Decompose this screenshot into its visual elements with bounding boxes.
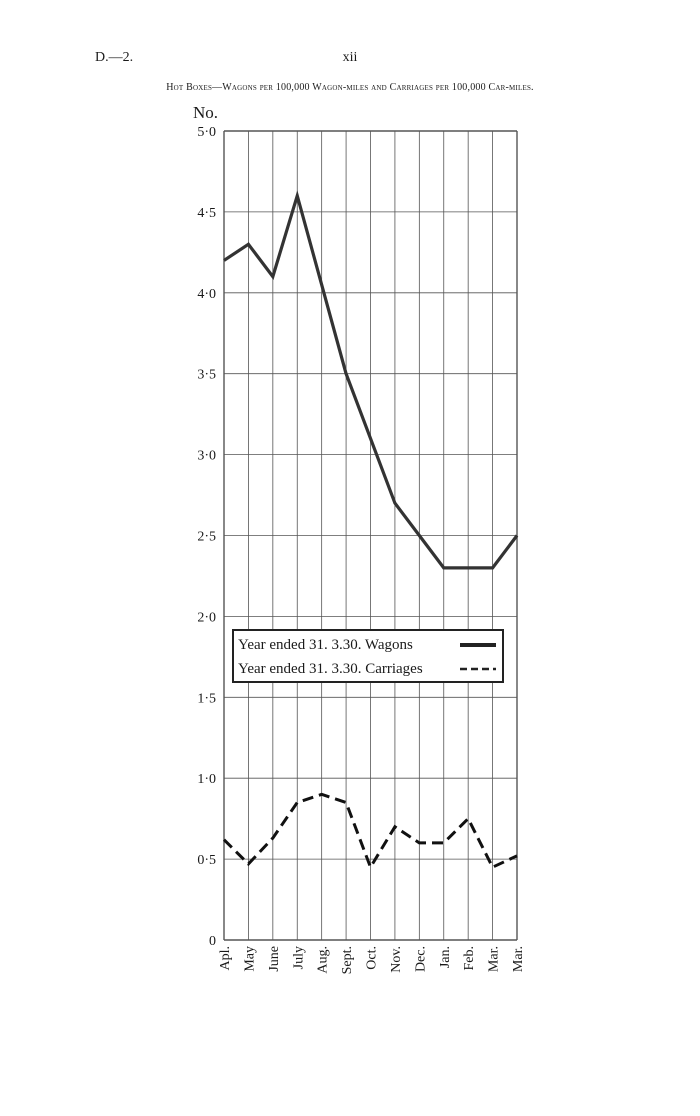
y-tick-label: 0·5 xyxy=(197,853,216,868)
chart-title: Hot Boxes—Wagons per 100,000 Wagon-miles… xyxy=(166,82,534,93)
x-tick-label: Nov. xyxy=(389,946,404,973)
y-tick-label: 4·0 xyxy=(197,287,216,302)
x-tick-label: Aug. xyxy=(316,946,331,974)
x-tick-label: July xyxy=(291,946,306,969)
chart-legend: Year ended 31. 3.30. Wagons Year ended 3… xyxy=(232,629,504,683)
x-tick-label: Mar. xyxy=(511,946,526,972)
chart-series xyxy=(222,189,519,871)
legend-swatch-dashed xyxy=(460,667,496,671)
legend-item-wagons: Year ended 31. 3.30. Wagons xyxy=(238,633,498,657)
y-tick-label: 2·0 xyxy=(197,610,216,625)
x-tick-label: May xyxy=(242,946,257,972)
legend-item-carriages: Year ended 31. 3.30. Carriages xyxy=(238,657,498,681)
x-tick-label: Sept. xyxy=(340,946,355,974)
x-tick-label: Dec. xyxy=(413,946,428,972)
y-tick-label: 2·5 xyxy=(197,530,216,545)
y-tick-label: 4·5 xyxy=(197,206,216,221)
chart-grid xyxy=(223,130,518,941)
y-axis-ticks: 0 0·5 1·0 1·5 2·0 2·5 3·0 3·5 4·0 4·5 5·0 xyxy=(197,125,216,949)
y-tick-label: 3·0 xyxy=(197,449,216,464)
x-axis-ticks: Apl. May June July Aug. Sept. Oct. Nov. Dec. Jan.… xyxy=(218,946,526,974)
y-tick-label: 3·5 xyxy=(197,368,216,383)
x-tick-label: Mar. xyxy=(487,946,502,972)
legend-swatch-solid xyxy=(460,643,496,647)
legend-label-carriages: Year ended 31. 3.30. Carriages xyxy=(238,660,423,677)
x-tick-label: Jan. xyxy=(438,946,453,968)
y-tick-label: 0 xyxy=(209,934,216,949)
x-tick-label: June xyxy=(267,946,282,972)
header-left: D.—2. xyxy=(95,50,134,65)
y-tick-label: 1·5 xyxy=(197,691,216,706)
y-tick-label: 1·0 xyxy=(197,772,216,787)
y-axis-label: No. xyxy=(193,103,218,122)
page-number: xii xyxy=(342,50,358,65)
y-tick-label: 5·0 xyxy=(197,125,216,140)
x-tick-label: Apl. xyxy=(218,946,233,971)
x-tick-label: Oct. xyxy=(365,946,380,970)
legend-label-wagons: Year ended 31. 3.30. Wagons xyxy=(238,636,413,653)
x-tick-label: Feb. xyxy=(462,946,477,971)
